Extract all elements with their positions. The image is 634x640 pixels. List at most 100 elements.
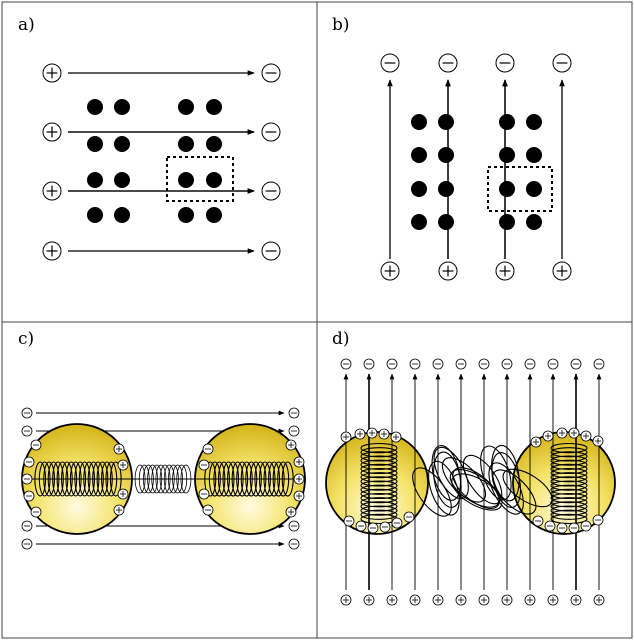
surface-plus-charge	[285, 506, 297, 518]
minus-charge-symbol	[432, 358, 444, 370]
tangled-coil	[412, 444, 553, 517]
coil-loop	[231, 461, 244, 497]
coil-loop	[550, 476, 588, 487]
surface-plus-charge	[378, 428, 390, 440]
panel-c-label: c)	[18, 329, 34, 349]
left-sphere-coil	[360, 442, 398, 525]
coil-loop	[550, 442, 588, 454]
coil-loop	[550, 492, 588, 504]
minus-charge-symbol	[380, 53, 400, 73]
surface-plus-charge	[530, 436, 542, 448]
surface-minus-charge	[592, 514, 604, 526]
surface-minus-charge	[202, 443, 214, 455]
surface-plus-charge	[390, 431, 402, 443]
coil-loop	[360, 467, 398, 479]
surface-plus-charge	[117, 459, 129, 471]
coil-loop	[159, 464, 171, 494]
surface-minus-charge	[580, 520, 592, 532]
panel-a-label: a)	[18, 15, 35, 35]
dipole-dot	[526, 214, 542, 230]
coil-loop	[83, 461, 95, 497]
panel-b-unit-cell-box	[487, 166, 553, 212]
plus-charge-symbol	[455, 594, 467, 606]
dipole-dot	[87, 99, 103, 115]
dipole-dot	[438, 114, 454, 130]
surface-minus-charge	[198, 459, 210, 471]
coil-loop	[227, 461, 240, 497]
coil-loop	[360, 488, 398, 500]
coil-loop	[78, 461, 91, 497]
coil-loop	[488, 462, 524, 515]
panel-c-diagram	[21, 407, 306, 550]
coil-loop	[360, 447, 398, 458]
coil-loop	[222, 461, 235, 497]
surface-minus-charge	[198, 488, 210, 500]
plus-charge-symbol	[363, 594, 375, 606]
dipole-dot	[206, 99, 222, 115]
panel-d-diagram	[325, 358, 616, 606]
coil-loop	[550, 484, 588, 495]
coil-loop	[213, 461, 226, 497]
coil-loop	[258, 461, 271, 497]
dipole-dot	[87, 207, 103, 223]
coil-loop	[492, 469, 537, 515]
minus-charge-symbol	[501, 358, 513, 370]
surface-minus-charge	[30, 506, 42, 518]
dipole-dot	[526, 147, 542, 163]
dipole-dot	[438, 147, 454, 163]
surface-minus-charge	[355, 520, 367, 532]
surface-minus-charge	[391, 517, 403, 529]
panel-d-label: d)	[332, 329, 350, 349]
coil-loop	[550, 488, 588, 500]
surface-minus-charge	[568, 522, 580, 534]
coil-loop	[217, 461, 230, 497]
right-sphere-coil	[550, 442, 588, 525]
coil-loop	[245, 461, 258, 497]
coil-loop	[360, 472, 398, 483]
plus-charge-symbol	[552, 261, 572, 281]
coil-loop	[138, 464, 150, 494]
surface-plus-charge	[293, 456, 305, 468]
coil-loop	[277, 461, 290, 497]
dipole-dot	[526, 114, 542, 130]
surface-plus-charge	[285, 439, 297, 451]
coil-loop	[360, 505, 398, 516]
coil-loop	[204, 461, 217, 497]
coil-loop	[550, 447, 588, 458]
dipole-dot	[411, 114, 427, 130]
coil-loop	[360, 497, 398, 508]
coil-loop	[550, 455, 588, 466]
dipole-dot	[178, 136, 194, 152]
minus-charge-symbol	[524, 358, 536, 370]
minus-charge-symbol	[495, 53, 515, 73]
coil-loop	[550, 501, 588, 512]
right-sphere-coil	[204, 461, 294, 497]
dipole-dot	[114, 136, 130, 152]
left-sphere-coil	[34, 461, 122, 497]
surface-plus-charge	[366, 427, 378, 439]
dipole-dot	[526, 181, 542, 197]
coil-loop	[550, 467, 588, 479]
surface-plus-charge	[354, 428, 366, 440]
plus-charge-symbol	[524, 594, 536, 606]
dipole-dot	[438, 181, 454, 197]
dipole-dot	[438, 214, 454, 230]
coil-loop	[143, 464, 154, 494]
dipole-dot	[114, 99, 130, 115]
coil-loop	[550, 459, 588, 470]
coil-loop	[281, 461, 294, 497]
plus-charge-symbol	[380, 261, 400, 281]
coil-loop	[360, 442, 398, 454]
surface-plus-charge	[568, 427, 580, 439]
dipole-dot	[87, 172, 103, 188]
coil-loop	[360, 451, 398, 462]
coil-loop	[360, 480, 398, 491]
surface-minus-charge	[532, 515, 544, 527]
minus-charge-symbol	[570, 358, 582, 370]
surface-plus-charge	[113, 443, 125, 455]
minus-charge-symbol	[261, 181, 281, 201]
coil-loop	[69, 461, 82, 497]
dipole-dot	[411, 181, 427, 197]
minus-charge-symbol	[261, 241, 281, 261]
coil-loop	[272, 461, 285, 497]
